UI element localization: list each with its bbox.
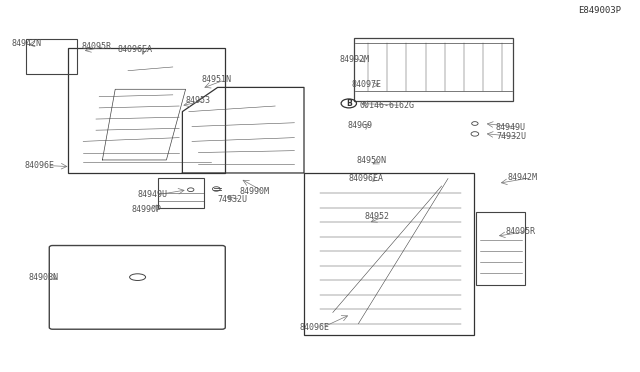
- Text: 00146-6162G: 00146-6162G: [359, 101, 414, 110]
- Bar: [304, 173, 474, 335]
- Bar: [158, 178, 204, 208]
- Text: 84942M: 84942M: [508, 173, 538, 182]
- Text: 84950N: 84950N: [356, 156, 387, 165]
- Text: 84990P: 84990P: [131, 205, 161, 214]
- Text: 74932U: 74932U: [218, 195, 248, 203]
- Text: 84096EA: 84096EA: [349, 174, 384, 183]
- Bar: [68, 48, 225, 173]
- Text: 84952: 84952: [365, 212, 390, 221]
- Bar: [26, 39, 77, 74]
- Text: 84949U: 84949U: [496, 123, 526, 132]
- Text: B: B: [346, 99, 351, 108]
- Text: 84992M: 84992M: [339, 55, 369, 64]
- Text: 84990M: 84990M: [240, 187, 270, 196]
- Text: 74932U: 74932U: [496, 132, 526, 141]
- Text: 84953: 84953: [186, 96, 211, 105]
- Text: 84096E: 84096E: [300, 323, 330, 332]
- Text: 8490BN: 8490BN: [29, 273, 59, 282]
- Text: 84951N: 84951N: [202, 76, 232, 84]
- Text: 84096E: 84096E: [24, 161, 54, 170]
- Text: E849003P: E849003P: [578, 6, 621, 15]
- Text: 84096EA: 84096EA: [117, 45, 152, 54]
- Text: 84949U: 84949U: [138, 190, 168, 199]
- Text: 849G9: 849G9: [348, 121, 372, 130]
- Text: 84097E: 84097E: [352, 80, 382, 89]
- Text: 84095R: 84095R: [82, 42, 112, 51]
- Text: 84942N: 84942N: [12, 39, 42, 48]
- Text: 84095R: 84095R: [506, 227, 536, 236]
- Bar: [354, 38, 513, 101]
- Bar: [476, 212, 525, 285]
